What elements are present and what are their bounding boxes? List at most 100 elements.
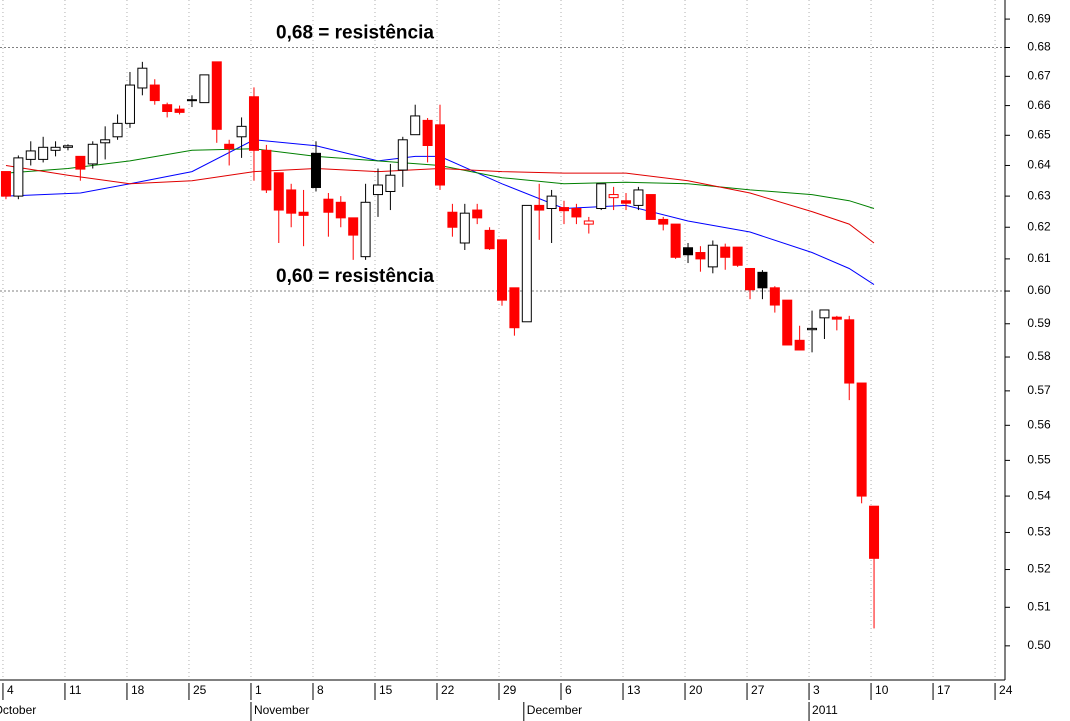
candle-body	[100, 139, 111, 144]
x-tick-label: 15	[379, 683, 393, 697]
candle-body	[559, 207, 570, 212]
candle-body	[273, 172, 284, 211]
candle-body	[422, 119, 433, 146]
candle-body	[707, 244, 718, 268]
candle-body	[757, 271, 768, 289]
y-tick-label: 0.59	[1027, 316, 1051, 330]
y-tick-label: 0.58	[1027, 349, 1051, 363]
candle-body	[534, 204, 545, 211]
candle-body	[13, 157, 24, 197]
x-tick-label: 17	[937, 683, 951, 697]
candle-body	[583, 220, 594, 225]
x-tick-label: 1	[255, 683, 262, 697]
candle-body	[621, 200, 632, 204]
candle-body	[87, 143, 98, 165]
x-tick-label: 10	[875, 683, 889, 697]
candle-body	[683, 247, 694, 256]
candle-body	[732, 246, 743, 266]
candle-body	[62, 145, 73, 148]
x-tick-label: 22	[441, 683, 455, 697]
candle-body	[596, 183, 607, 210]
candle-body	[410, 115, 421, 136]
y-tick-label: 0.60	[1027, 283, 1051, 297]
candle-body	[335, 201, 346, 219]
annotation: 0,68 = resistência	[276, 23, 434, 44]
candle-body	[608, 194, 619, 199]
candle-body	[695, 252, 706, 260]
x-tick-label: 8	[317, 683, 324, 697]
candle-body	[497, 239, 508, 301]
moving-average	[5, 165, 875, 244]
y-tick-label: 0.55	[1027, 453, 1051, 467]
y-tick-label: 0.69	[1027, 11, 1051, 25]
moving-average	[5, 148, 875, 209]
y-tick-label: 0.62	[1027, 219, 1051, 233]
x-tick-label: 25	[193, 683, 207, 697]
candle-body	[38, 146, 49, 160]
x-tick-label: 11	[69, 683, 82, 697]
candle-body	[571, 208, 582, 218]
candle-body	[745, 267, 756, 291]
candle-body	[261, 149, 272, 191]
candle-body	[50, 146, 61, 151]
x-tick-label: 6	[565, 683, 572, 697]
candle-body	[236, 125, 247, 138]
candle-body	[856, 382, 867, 497]
y-tick-label: 0.51	[1027, 599, 1051, 613]
candle-body	[372, 184, 383, 196]
candle-body	[137, 67, 148, 89]
month-label: October	[0, 703, 36, 717]
candle-body	[769, 287, 780, 306]
y-tick-label: 0.53	[1027, 525, 1051, 539]
candle-body	[0, 171, 11, 197]
y-tick-label: 0.64	[1027, 158, 1051, 172]
candle-body	[447, 211, 458, 228]
candle-body	[310, 152, 321, 188]
y-tick-label: 0.68	[1027, 40, 1051, 54]
x-tick-label: 13	[627, 683, 641, 697]
candle-body	[348, 217, 359, 236]
candle-body	[807, 327, 818, 331]
candle-body	[149, 84, 160, 102]
candle-body	[323, 198, 334, 213]
x-tick-label: 24	[999, 683, 1013, 697]
candle-body	[844, 319, 855, 384]
candle-body	[521, 204, 532, 323]
month-label: 2011	[812, 703, 838, 717]
candle-body	[794, 339, 805, 351]
x-tick-label: 20	[689, 683, 703, 697]
candle-body	[186, 99, 197, 102]
candle-body	[720, 246, 731, 258]
y-tick-label: 0.61	[1027, 251, 1051, 265]
candle-body	[831, 316, 842, 320]
candle-body	[782, 299, 793, 346]
y-tick-label: 0.57	[1027, 383, 1051, 397]
x-tick-label: 27	[751, 683, 765, 697]
y-tick-label: 0.52	[1027, 562, 1051, 576]
candle-body	[472, 209, 483, 219]
y-tick-label: 0.65	[1027, 127, 1051, 141]
month-label: November	[254, 703, 309, 717]
candle-body	[211, 61, 222, 130]
candle-body	[434, 124, 445, 186]
candle-body	[397, 139, 408, 171]
candle-body	[174, 108, 185, 113]
month-label: December	[527, 703, 582, 717]
candle-body	[645, 194, 656, 220]
candle-body	[286, 189, 297, 214]
annotation: 0,60 = resistência	[276, 266, 434, 287]
candle-body	[658, 218, 669, 225]
y-tick-label: 0.56	[1027, 417, 1051, 431]
candle-body	[75, 155, 86, 170]
candle-body	[459, 212, 470, 244]
y-tick-label: 0.66	[1027, 98, 1051, 112]
candle-body	[199, 74, 210, 104]
candle-body	[360, 201, 371, 258]
x-tick-label: 29	[503, 683, 517, 697]
y-tick-label: 0.54	[1027, 488, 1051, 502]
axis-panel	[1005, 0, 1070, 680]
x-tick-label: 4	[7, 683, 14, 697]
